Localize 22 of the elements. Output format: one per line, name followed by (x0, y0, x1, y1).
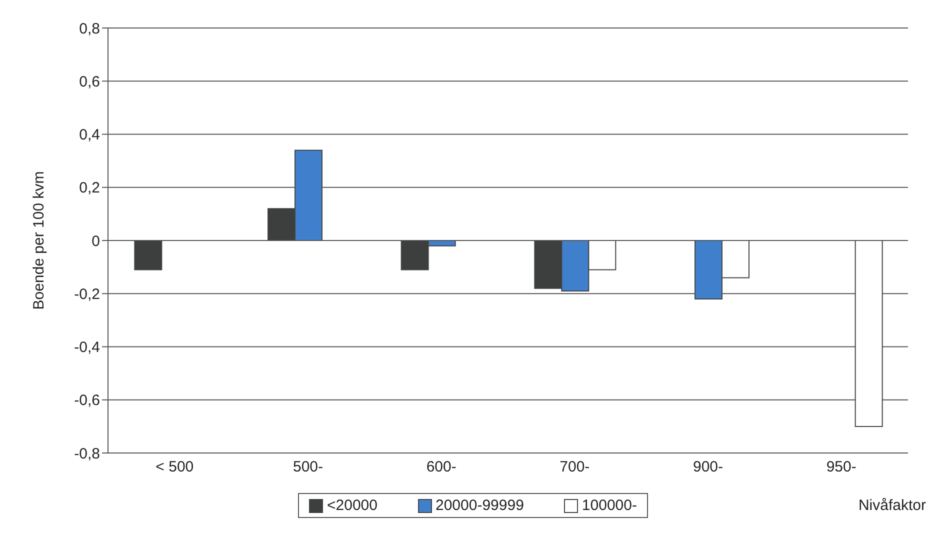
x-tick-label: 500- (292, 458, 324, 476)
bar (134, 240, 162, 270)
x-tick-label: 900- (692, 458, 724, 476)
y-tick-label: -0,6 (74, 392, 100, 410)
x-tick-label: < 500 (156, 458, 194, 476)
legend-label: 20000-99999 (436, 497, 524, 514)
y-tick-label: -0,8 (74, 445, 100, 462)
y-tick-label: -0,4 (74, 339, 100, 356)
y-tick-label: 0,4 (79, 126, 100, 144)
y-tick-label: 0 (92, 232, 100, 250)
y-axis-title: Boende per 100 kvm (30, 171, 48, 310)
legend-label: <20000 (327, 497, 378, 514)
y-tick-label: 0,8 (79, 20, 100, 38)
x-tick-label: 600- (426, 458, 456, 476)
x-tick-label: 950- (826, 458, 856, 476)
x-tick-label: 700- (560, 458, 590, 476)
y-tick-label: -0,2 (74, 286, 100, 303)
y-tick-label: 0,2 (79, 180, 100, 197)
bar (854, 240, 883, 427)
y-tick-label: 0,6 (79, 73, 100, 90)
x-axis-title: Nivåfaktor (858, 497, 926, 514)
legend-label: 100000- (582, 497, 637, 514)
